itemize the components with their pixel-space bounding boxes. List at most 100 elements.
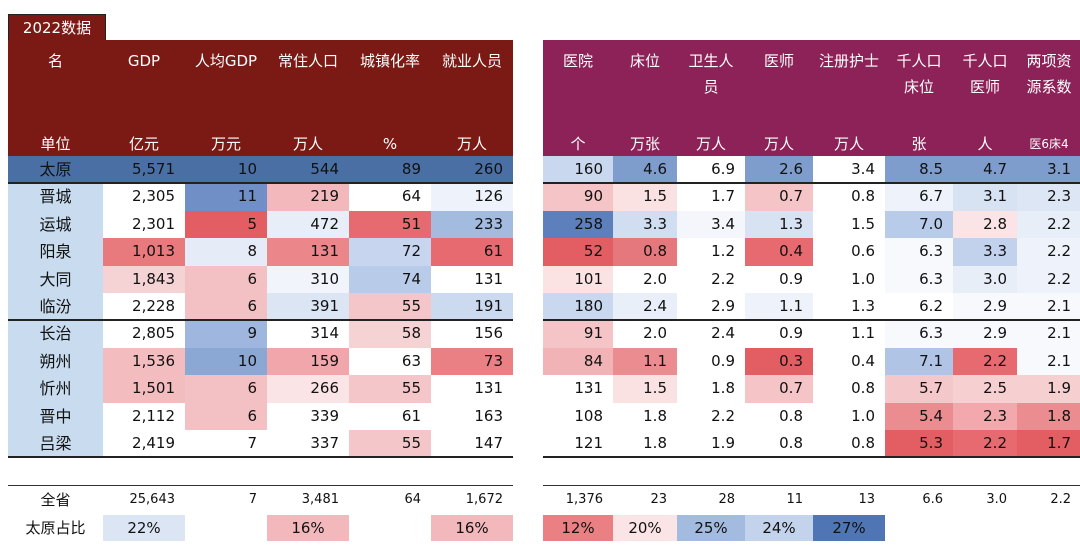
- data-cell: 2.1: [1017, 293, 1080, 321]
- data-cell: 89: [349, 156, 431, 184]
- data-cell: 0.9: [677, 347, 745, 376]
- data-cell: 2,228: [103, 293, 185, 321]
- data-cell: 1.7: [1017, 430, 1080, 458]
- data-cell: 10: [185, 347, 267, 376]
- data-cell: 2.8: [953, 210, 1017, 239]
- data-cell: 2.2: [677, 265, 745, 293]
- data-cell: 2.6: [745, 156, 813, 184]
- data-cell: 52: [543, 238, 613, 266]
- data-cell: 160: [543, 156, 613, 184]
- column-header: 注册护士: [813, 40, 885, 132]
- data-cell: 1.8: [613, 430, 677, 458]
- city-name: 大同: [8, 265, 103, 293]
- data-cell: 11: [185, 183, 267, 211]
- share-cell: [1017, 515, 1080, 542]
- data-cell: 1.3: [745, 210, 813, 239]
- data-cell: 2.9: [953, 320, 1017, 348]
- row-divider: [543, 319, 1080, 322]
- data-cell: 1.8: [677, 375, 745, 403]
- city-name: 吕梁: [8, 430, 103, 458]
- share-cell: 24%: [745, 515, 813, 542]
- city-name: 太原: [8, 156, 103, 184]
- data-cell: 74: [349, 265, 431, 293]
- data-cell: 1.8: [1017, 402, 1080, 430]
- column-unit: %: [349, 132, 431, 156]
- data-cell: [513, 265, 543, 293]
- data-cell: 63: [349, 347, 431, 376]
- data-cell: 6: [185, 265, 267, 293]
- data-cell: 51: [349, 210, 431, 239]
- data-cell: 1.3: [813, 293, 885, 321]
- data-cell: 2.0: [613, 265, 677, 293]
- data-cell: 472: [267, 210, 349, 239]
- data-cell: 6.7: [885, 183, 953, 211]
- data-cell: 2,301: [103, 210, 185, 239]
- column-header: GDP: [103, 40, 185, 132]
- data-cell: 159: [267, 347, 349, 376]
- city-name: 临汾: [8, 293, 103, 321]
- data-cell: 2,305: [103, 183, 185, 211]
- data-cell: 233: [431, 210, 513, 239]
- column-unit: 万人: [267, 132, 349, 156]
- data-cell: 61: [349, 402, 431, 430]
- share-cell: 20%: [613, 515, 677, 542]
- data-cell: 55: [349, 375, 431, 403]
- data-cell: 3.0: [953, 265, 1017, 293]
- column-header: 床位: [613, 40, 677, 132]
- data-cell: 1,013: [103, 238, 185, 266]
- data-cell: 5,571: [103, 156, 185, 184]
- row-divider: [543, 182, 1080, 185]
- row-divider: [8, 456, 513, 459]
- data-cell: 2.5: [953, 375, 1017, 403]
- data-cell: 126: [431, 183, 513, 211]
- data-cell: 10: [185, 156, 267, 184]
- data-cell: 1.0: [813, 402, 885, 430]
- data-cell: 6.3: [885, 320, 953, 348]
- column-unit: 万人: [813, 132, 885, 156]
- data-cell: 1.1: [745, 293, 813, 321]
- city-name: 阳泉: [8, 238, 103, 266]
- data-cell: 7.1: [885, 347, 953, 376]
- row-divider: [8, 319, 513, 322]
- data-cell: 260: [431, 156, 513, 184]
- column-header: 医师: [745, 40, 813, 132]
- data-cell: 55: [349, 430, 431, 458]
- data-cell: 8.5: [885, 156, 953, 184]
- data-cell: 6.9: [677, 156, 745, 184]
- data-cell: 2.2: [953, 430, 1017, 458]
- data-cell: 2.9: [953, 293, 1017, 321]
- data-cell: 2.1: [1017, 320, 1080, 348]
- data-cell: [513, 375, 543, 403]
- total-cell: 6.6: [885, 487, 953, 514]
- data-cell: 3.3: [953, 238, 1017, 266]
- share-cell: 12%: [543, 515, 613, 542]
- city-name: 晋中: [8, 402, 103, 430]
- data-cell: 4.6: [613, 156, 677, 184]
- data-cell: 3.1: [953, 183, 1017, 211]
- column-unit: 万人: [677, 132, 745, 156]
- column-header: 人均GDP: [185, 40, 267, 132]
- data-cell: 0.8: [813, 430, 885, 458]
- city-name: 晋城: [8, 183, 103, 211]
- row-divider: [543, 456, 1080, 459]
- column-header: 医院: [543, 40, 613, 132]
- column-unit: 万元: [185, 132, 267, 156]
- column-unit: 万张: [613, 132, 677, 156]
- data-cell: 9: [185, 320, 267, 348]
- data-cell: 3.3: [613, 210, 677, 239]
- data-cell: 0.8: [813, 183, 885, 211]
- share-cell: 25%: [677, 515, 745, 542]
- data-cell: [513, 293, 543, 321]
- data-cell: 310: [267, 265, 349, 293]
- data-cell: 131: [431, 265, 513, 293]
- data-cell: 55: [349, 293, 431, 321]
- data-cell: 1.5: [613, 183, 677, 211]
- data-cell: 2,419: [103, 430, 185, 458]
- share-cell: 27%: [813, 515, 885, 542]
- data-cell: 6.3: [885, 265, 953, 293]
- data-cell: 2,112: [103, 402, 185, 430]
- data-cell: [513, 183, 543, 211]
- data-cell: 544: [267, 156, 349, 184]
- data-cell: 2.3: [953, 402, 1017, 430]
- data-cell: 8: [185, 238, 267, 266]
